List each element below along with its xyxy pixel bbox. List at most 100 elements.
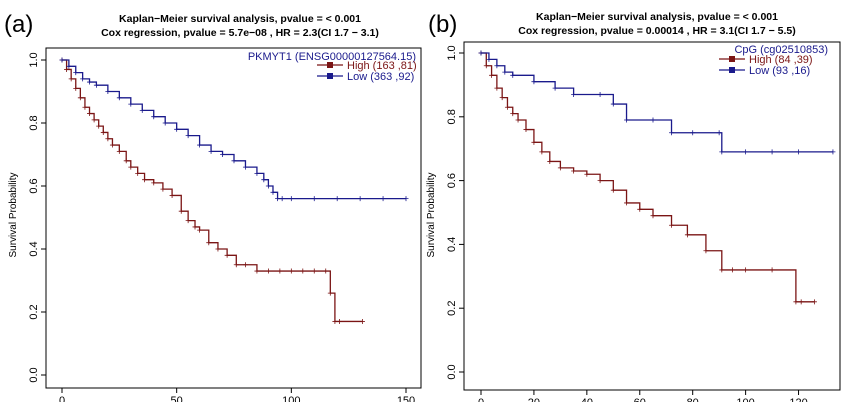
- panel-b-censor-mark: [502, 69, 508, 75]
- panel-a-x-tick-label: 100: [282, 395, 300, 402]
- panel-b-censor-mark: [716, 130, 722, 136]
- panel-b-series-group: [478, 50, 836, 305]
- panel-a-censor-mark: [87, 79, 93, 85]
- panel-a-censor-mark: [123, 158, 129, 164]
- panel-a-censor-mark: [261, 177, 267, 183]
- panel-a-censor-mark: [116, 148, 122, 154]
- panel-b-censor-mark: [650, 117, 656, 123]
- panel-b-censor-mark: [719, 267, 725, 273]
- panel-a-censor-mark: [403, 196, 409, 202]
- panel-b-censor-mark: [523, 127, 529, 133]
- panel-a-censor-mark: [93, 82, 99, 88]
- panel-a-censor-mark: [192, 224, 198, 230]
- panel-b-x-tick-label: 60: [634, 397, 646, 402]
- panel-a-censor-mark: [197, 227, 203, 233]
- panel-a-censor-mark: [327, 290, 333, 296]
- panel-a-censor-mark: [197, 142, 203, 148]
- panel-a-legend-label: High (163 ,81): [347, 60, 417, 72]
- panel-a-censor-mark: [185, 218, 191, 224]
- panel-a-censor-mark: [336, 318, 342, 324]
- panel-b-censor-mark: [650, 213, 656, 219]
- panel-b-censor-mark: [494, 85, 500, 91]
- panel-b-legend-swatch-marker: [729, 56, 735, 62]
- panel-a-censor-mark: [185, 133, 191, 139]
- panel-a-legend: PKMYT1 (ENSG00000127564.15) High (163 ,8…: [248, 51, 417, 83]
- panel-a-censor-mark: [254, 170, 260, 176]
- panel-b-censor-mark: [499, 95, 505, 101]
- panel-b-title-line1: Kaplan−Meier survival analysis, pvalue =…: [536, 11, 778, 23]
- panel-b-legend-label: Low (93 ,16): [749, 65, 810, 77]
- panel-a-censor-mark: [116, 95, 122, 101]
- panel-b-censor-mark: [798, 299, 804, 305]
- panel-b-label: (b): [428, 11, 457, 38]
- panel-b: (b) Kaplan−Meier survival analysis, pval…: [426, 11, 841, 402]
- panel-a-y-tick-label: 0.8: [28, 115, 40, 130]
- panel-a: (a) Kaplan−Meier survival analysis, pval…: [4, 11, 422, 402]
- panel-a-censor-mark: [174, 126, 180, 132]
- panel-b-censor-mark: [719, 149, 725, 155]
- panel-a-censor-mark: [254, 268, 260, 274]
- panel-b-y-tick-label: 0.8: [446, 109, 458, 124]
- panel-b-series-line-high: [481, 52, 815, 303]
- panel-a-y-axis: 0.0 0.2 0.4 0.6 0.8 1.0: [28, 52, 46, 383]
- panel-b-y-tick-label: 0.0: [446, 364, 458, 379]
- panel-a-censor-mark: [288, 196, 294, 202]
- panel-a-censor-mark: [105, 89, 111, 94]
- panel-a-censor-mark: [160, 186, 166, 192]
- panel-a-censor-mark: [169, 192, 175, 198]
- panel-a-censor-mark: [220, 152, 226, 157]
- panel-a-x-axis: 0 50 100 150: [59, 388, 415, 402]
- panel-a-series-group: [59, 57, 409, 324]
- panel-b-x-tick-label: 20: [528, 397, 540, 402]
- panel-a-censor-mark: [357, 196, 363, 202]
- panel-a-censor-mark: [151, 114, 157, 120]
- panel-a-censor-mark: [311, 268, 317, 274]
- panel-b-censor-mark: [552, 85, 558, 91]
- panel-b-censor-mark: [510, 72, 516, 78]
- panel-a-title-line2: Cox regression, pvalue = 5.7e−08 , HR = …: [101, 27, 379, 39]
- panel-b-censor-mark: [597, 178, 603, 184]
- panel-a-legend-swatch-marker: [327, 73, 333, 79]
- panel-a-censor-mark: [208, 148, 214, 154]
- panel-b-plot-frame: [463, 41, 841, 391]
- panel-b-censor-mark: [769, 267, 775, 273]
- panel-b-censor-mark: [684, 232, 690, 238]
- panel-a-censor-mark: [142, 177, 148, 183]
- panel-a-title-line1: Kaplan−Meier survival analysis, pvalue =…: [119, 13, 361, 25]
- panel-b-x-tick-label: 120: [789, 397, 807, 402]
- panel-a-y-tick-label: 0.6: [28, 178, 40, 193]
- panel-b-censor-mark: [703, 248, 709, 254]
- panel-b-censor-mark: [796, 149, 802, 155]
- panel-a-censor-mark: [334, 196, 340, 202]
- panel-a-censor-mark: [242, 262, 248, 268]
- panel-b-censor-mark: [624, 117, 630, 123]
- panel-a-censor-mark: [311, 196, 317, 202]
- panel-b-censor-mark: [483, 63, 489, 69]
- panel-b-legend-swatch-marker: [729, 67, 735, 73]
- panel-b-censor-mark: [830, 149, 836, 155]
- panel-a-censor-mark: [100, 129, 106, 135]
- panel-a-censor-mark: [66, 63, 72, 69]
- panel-b-legend-title: CpG (cg02510853): [734, 44, 828, 56]
- panel-b-censor-mark: [494, 63, 500, 69]
- panel-a-censor-mark: [91, 117, 97, 123]
- panel-a-censor-mark: [59, 57, 65, 63]
- panel-a-censor-mark: [151, 180, 157, 186]
- panel-b-x-tick-label: 100: [736, 397, 754, 402]
- panel-a-censor-mark: [73, 85, 79, 91]
- panel-b-censor-mark: [610, 101, 616, 107]
- panel-b-censor-mark: [571, 168, 577, 174]
- panel-b-y-tick-label: 0.2: [446, 301, 458, 316]
- panel-b-ylabel: Survival Probability: [426, 172, 437, 257]
- panel-a-censor-mark: [224, 252, 230, 258]
- panel-a-censor-mark: [162, 120, 168, 126]
- panel-a-plot-frame: [45, 47, 422, 389]
- panel-b-censor-mark: [793, 299, 799, 305]
- panel-a-censor-mark: [82, 104, 88, 110]
- panel-b-censor-mark: [478, 50, 484, 56]
- panel-a-censor-mark: [178, 208, 184, 214]
- panel-a-y-tick-label: 1.0: [28, 52, 40, 67]
- panel-a-legend-swatch-marker: [327, 62, 333, 68]
- panel-a-censor-mark: [73, 70, 79, 76]
